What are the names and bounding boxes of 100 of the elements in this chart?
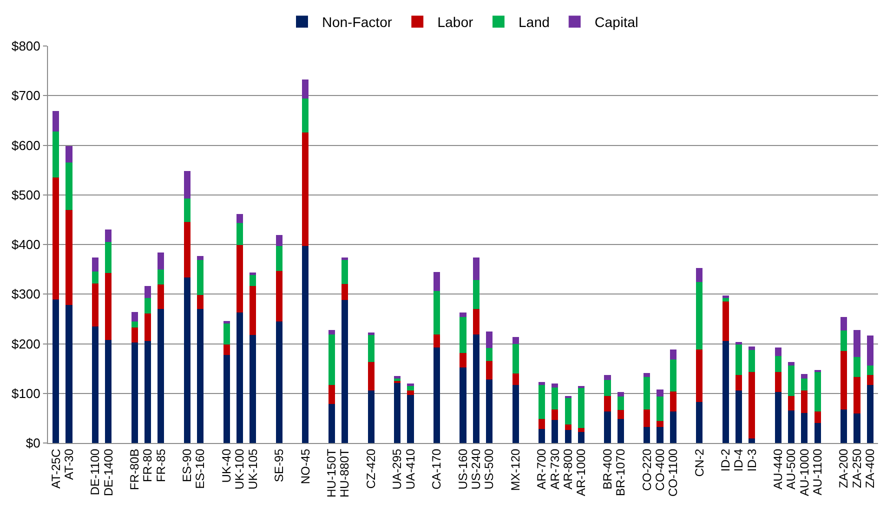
x-tick-label: UK-40 — [220, 448, 234, 483]
bar — [460, 312, 466, 317]
bar — [236, 245, 244, 312]
bar — [512, 344, 519, 374]
bar — [736, 390, 742, 443]
bar — [250, 274, 256, 286]
bar — [342, 260, 348, 284]
bar — [814, 412, 821, 424]
bar — [144, 313, 152, 341]
bar — [696, 282, 703, 350]
legend-label: Land — [518, 14, 550, 30]
x-tick-label: DE-1100 — [88, 448, 102, 496]
bar — [52, 178, 60, 300]
x-tick-label: AR-730 — [548, 448, 562, 490]
x-tick-label: UA-410 — [403, 448, 418, 490]
bar — [302, 132, 309, 246]
bar — [66, 146, 72, 163]
bar — [302, 79, 309, 99]
bar — [748, 372, 756, 439]
y-tick-label: $100 — [11, 386, 40, 401]
bar — [105, 230, 112, 242]
bar — [578, 432, 584, 443]
y-tick-label: $700 — [11, 88, 40, 104]
bar — [433, 334, 440, 348]
bar — [131, 342, 138, 443]
bar — [105, 242, 112, 273]
x-tick-label: US-240 — [469, 448, 484, 490]
x-tick-label: DE-1400 — [101, 448, 116, 496]
bar — [486, 331, 493, 348]
bar — [184, 171, 190, 198]
bar — [774, 348, 782, 356]
x-tick-label: HU-150T — [324, 448, 339, 498]
bar — [866, 375, 874, 385]
x-tick-label: US-160 — [456, 448, 470, 490]
x-tick-label: CZ-420 — [364, 448, 378, 489]
x-tick-label: NO-45 — [298, 448, 312, 484]
bar — [604, 375, 611, 380]
bar — [158, 269, 164, 285]
bar — [604, 380, 611, 396]
bar — [394, 382, 401, 443]
bar — [486, 361, 493, 380]
legend-label: Capital — [594, 14, 638, 30]
bar — [236, 214, 244, 224]
x-tick-label: SE-95 — [272, 448, 286, 482]
bar — [840, 316, 848, 330]
bar — [342, 284, 348, 300]
x-tick-label: AR-700 — [534, 448, 549, 490]
x-tick-label: CN-2 — [692, 448, 706, 477]
bar — [131, 312, 138, 322]
bar — [644, 373, 650, 377]
bar — [486, 348, 493, 362]
bar — [250, 334, 256, 443]
bar — [552, 387, 558, 410]
bar — [656, 421, 664, 428]
bar — [236, 223, 244, 245]
x-tick-label: FR-80B — [128, 448, 142, 490]
bar — [656, 427, 664, 443]
x-tick-label: AU-500 — [784, 448, 798, 490]
bar — [670, 350, 676, 360]
x-tick-label: FR-80 — [140, 448, 155, 482]
bar — [814, 371, 821, 412]
bar — [184, 222, 190, 278]
bar — [552, 409, 558, 420]
bar — [617, 392, 624, 396]
bar — [564, 430, 572, 443]
bar — [538, 429, 546, 443]
bar — [472, 280, 480, 310]
bar — [223, 320, 230, 324]
bar — [184, 277, 190, 443]
bar — [460, 368, 466, 443]
bar — [644, 427, 650, 443]
bar — [197, 309, 204, 443]
x-tick-label: MX-120 — [508, 448, 522, 491]
bar — [866, 366, 874, 376]
bar — [197, 256, 204, 260]
bar — [433, 348, 440, 443]
bar — [276, 246, 282, 271]
bar — [801, 390, 808, 414]
x-tick-label: AU-1100 — [810, 448, 824, 496]
bar — [407, 390, 414, 395]
y-tick-label: $200 — [11, 336, 40, 352]
bar — [158, 252, 164, 270]
x-tick-label: AT-25C — [48, 448, 63, 489]
bar — [394, 378, 401, 381]
bar — [158, 284, 164, 310]
bar — [131, 321, 138, 328]
bar — [144, 286, 152, 298]
x-tick-label: CA-170 — [430, 448, 444, 490]
bar — [368, 332, 374, 335]
bar — [368, 390, 374, 443]
bar — [670, 412, 676, 443]
bar — [276, 321, 282, 443]
bar — [696, 268, 703, 282]
bar — [328, 404, 335, 443]
x-tick-label: ES-90 — [180, 448, 194, 482]
bar — [854, 377, 860, 414]
bar — [407, 383, 414, 386]
bar — [736, 342, 742, 344]
bar — [854, 330, 860, 358]
bar — [801, 413, 808, 443]
